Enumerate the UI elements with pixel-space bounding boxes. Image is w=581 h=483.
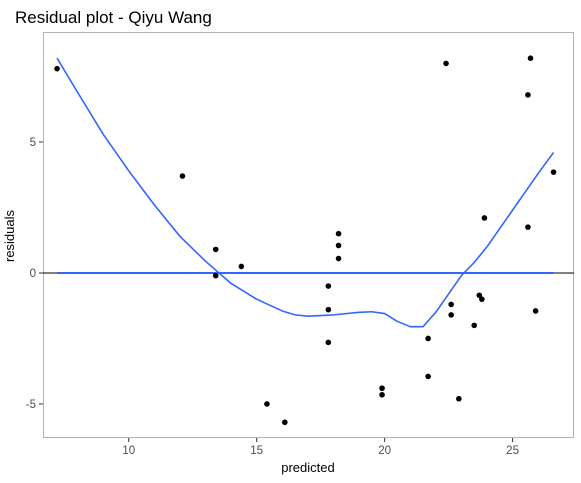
loess-smooth-curve	[56, 57, 555, 328]
data-point	[282, 419, 288, 426]
chart-title: Residual plot - Qiyu Wang	[15, 8, 212, 27]
data-point	[456, 395, 462, 402]
data-point	[325, 339, 332, 346]
data-point	[448, 312, 454, 318]
x-tick-label: 25	[506, 445, 519, 457]
data-point	[238, 263, 245, 270]
y-tick-label: -5	[26, 399, 36, 411]
data-point	[335, 230, 342, 237]
data-point	[212, 246, 219, 253]
data-point	[532, 308, 539, 314]
y-axis: -5 0 5	[26, 137, 43, 411]
data-point	[425, 335, 431, 342]
plot-panel	[43, 32, 574, 438]
data-point	[335, 242, 342, 249]
data-point	[264, 401, 270, 407]
data-point	[550, 169, 557, 175]
data-point	[525, 92, 531, 98]
data-point	[481, 215, 488, 221]
x-tick-label: 10	[122, 445, 135, 457]
x-tick-label: 15	[250, 445, 263, 457]
data-point	[425, 373, 431, 380]
data-point	[325, 283, 332, 289]
data-point	[527, 55, 534, 61]
y-axis-title: residuals	[2, 209, 17, 262]
data-point	[212, 272, 219, 279]
data-point	[448, 301, 454, 308]
data-point	[443, 60, 449, 67]
x-axis-title: predicted	[281, 460, 334, 475]
data-point	[179, 173, 186, 179]
data-point	[479, 296, 485, 302]
data-point	[335, 255, 342, 262]
panel-border	[43, 32, 574, 438]
y-tick-label: 0	[30, 268, 36, 280]
data-point	[379, 391, 385, 398]
x-axis: 10 15 20 25	[122, 438, 519, 457]
data-point	[379, 385, 385, 392]
data-point	[525, 224, 531, 230]
data-point	[325, 306, 332, 313]
fit-layer	[56, 57, 555, 328]
point-layer	[54, 55, 557, 426]
data-point	[471, 322, 477, 329]
y-tick-label: 5	[30, 137, 36, 149]
x-tick-label: 20	[378, 445, 391, 457]
data-point	[54, 65, 60, 72]
